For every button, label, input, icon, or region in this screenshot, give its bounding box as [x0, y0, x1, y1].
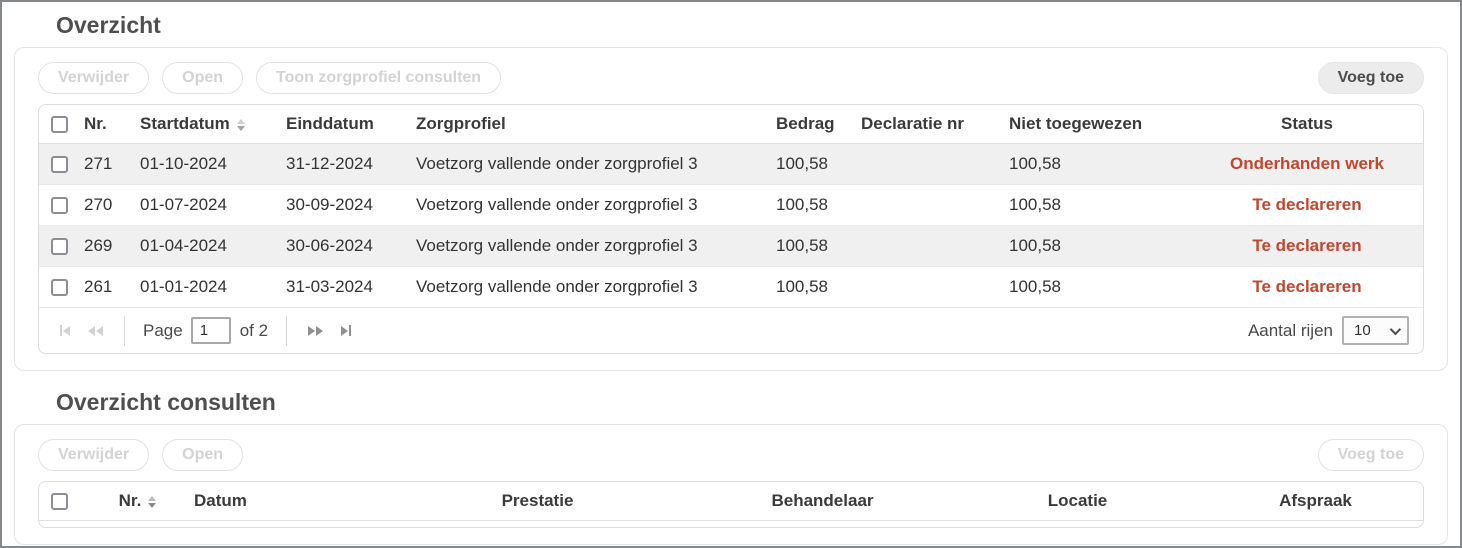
pager-divider [286, 315, 288, 346]
page-title-overzicht: Overzicht [56, 12, 161, 38]
overzicht-consulten-card: Verwijder Open Voeg toe Nr. Datum Presta… [14, 424, 1448, 545]
pager-divider [124, 315, 125, 346]
header-datum[interactable]: Datum [187, 482, 377, 521]
cell-einddatum: 30-06-2024 [286, 236, 373, 255]
chevron-down-icon [1389, 323, 1402, 335]
cell-declaratie-nr [854, 267, 1002, 308]
cell-niet-toegewezen: 100,58 [1009, 195, 1061, 214]
select-all-checkbox[interactable] [51, 116, 68, 134]
cell-nr: 270 [84, 195, 113, 214]
voeg-toe-button[interactable]: Voeg toe [1317, 62, 1424, 94]
header-zorgprofiel[interactable]: Zorgprofiel [409, 105, 769, 144]
header-select-all[interactable] [39, 482, 87, 521]
cell-startdatum: 01-01-2024 [140, 277, 227, 296]
page-label: Page [143, 320, 183, 340]
open-button[interactable]: Open [162, 62, 244, 94]
cell-einddatum: 31-12-2024 [286, 154, 373, 173]
cell-nr: 271 [84, 154, 113, 173]
last-page-icon[interactable] [341, 325, 352, 336]
first-page-icon[interactable] [60, 325, 70, 336]
select-all-checkbox[interactable] [51, 493, 68, 511]
rows-per-page-select[interactable]: 10 [1342, 316, 1409, 345]
consulten-grid: Nr. Datum Prestatie Behandelaar Locatie … [38, 481, 1424, 528]
cell-startdatum: 01-07-2024 [140, 195, 227, 214]
row-checkbox[interactable] [51, 279, 68, 297]
cell-bedrag: 100,58 [776, 277, 828, 296]
overzicht-card: Verwijder Open Toon zorgprofiel consulte… [14, 47, 1448, 371]
row-checkbox[interactable] [51, 156, 68, 174]
cell-niet-toegewezen: 100,58 [1009, 236, 1061, 255]
header-locatie[interactable]: Locatie [947, 482, 1207, 521]
header-status[interactable]: Status [1190, 105, 1423, 144]
header-einddatum[interactable]: Einddatum [279, 105, 409, 144]
table-header-row: Nr. Startdatum Einddatum Zorgprofiel Bed… [39, 105, 1423, 144]
cell-einddatum: 31-03-2024 [286, 277, 373, 296]
header-afspraak[interactable]: Afspraak [1207, 482, 1423, 521]
header-niet-toegewezen[interactable]: Niet toegewezen [1002, 105, 1190, 144]
cell-zorgprofiel: Voetzorg vallende onder zorgprofiel 3 [416, 195, 698, 214]
cell-zorgprofiel: Voetzorg vallende onder zorgprofiel 3 [416, 236, 698, 255]
cell-zorgprofiel: Voetzorg vallende onder zorgprofiel 3 [416, 154, 698, 173]
overzicht-table: Nr. Startdatum Einddatum Zorgprofiel Bed… [39, 105, 1423, 308]
empty-table-body [39, 521, 1423, 527]
table-row[interactable]: 271 01-10-2024 31-12-2024 Voetzorg valle… [39, 143, 1423, 185]
page-number-input[interactable] [190, 317, 231, 344]
cell-bedrag: 100,58 [776, 236, 828, 255]
cell-bedrag: 100,58 [776, 154, 828, 173]
previous-page-icon[interactable] [88, 325, 103, 336]
header-nr[interactable]: Nr. [87, 482, 187, 521]
status-badge: Onderhanden werk [1230, 154, 1384, 173]
consulten-table: Nr. Datum Prestatie Behandelaar Locatie … [39, 482, 1423, 521]
cell-einddatum: 30-09-2024 [286, 195, 373, 214]
header-prestatie[interactable]: Prestatie [377, 482, 697, 521]
cell-niet-toegewezen: 100,58 [1009, 154, 1061, 173]
rows-per-page-label: Aantal rijen [1247, 320, 1333, 340]
table-header-row: Nr. Datum Prestatie Behandelaar Locatie … [39, 482, 1423, 521]
header-select-all[interactable] [39, 105, 77, 144]
overzicht-grid: Nr. Startdatum Einddatum Zorgprofiel Bed… [38, 104, 1424, 354]
table-row[interactable]: 270 01-07-2024 30-09-2024 Voetzorg valle… [39, 185, 1423, 226]
header-startdatum[interactable]: Startdatum [133, 105, 279, 144]
table-row[interactable]: 261 01-01-2024 31-03-2024 Voetzorg valle… [39, 267, 1423, 308]
table-row[interactable]: 269 01-04-2024 30-06-2024 Voetzorg valle… [39, 225, 1423, 267]
status-badge: Te declareren [1252, 195, 1362, 214]
page-of-label: of 2 [239, 320, 269, 340]
status-badge: Te declareren [1252, 277, 1362, 296]
cell-declaratie-nr [854, 185, 1002, 226]
overzicht-toolbar: Verwijder Open Toon zorgprofiel consulte… [38, 62, 1424, 94]
sort-icon[interactable] [148, 495, 157, 508]
cell-declaratie-nr [854, 144, 1002, 185]
consulten-verwijder-button[interactable]: Verwijder [38, 439, 150, 471]
next-page-icon[interactable] [308, 325, 324, 336]
cell-startdatum: 01-10-2024 [140, 154, 227, 173]
header-declaratie-nr[interactable]: Declaratie nr [854, 105, 1002, 144]
header-nr[interactable]: Nr. [77, 105, 133, 144]
toon-zorgprofiel-consulten-button[interactable]: Toon zorgprofiel consulten [256, 62, 502, 94]
header-bedrag[interactable]: Bedrag [769, 105, 854, 144]
page-title-overzicht-consulten: Overzicht consulten [56, 389, 276, 415]
cell-startdatum: 01-04-2024 [140, 236, 227, 255]
consulten-toolbar: Verwijder Open Voeg toe [38, 439, 1424, 471]
cell-bedrag: 100,58 [776, 195, 828, 214]
header-behandelaar[interactable]: Behandelaar [697, 482, 947, 521]
cell-niet-toegewezen: 100,58 [1009, 277, 1061, 296]
status-badge: Te declareren [1252, 236, 1362, 255]
rows-per-page-value: 10 [1354, 322, 1371, 339]
verwijder-button[interactable]: Verwijder [38, 62, 150, 94]
consulten-open-button[interactable]: Open [162, 439, 244, 471]
row-checkbox[interactable] [51, 197, 68, 215]
cell-nr: 261 [84, 277, 113, 296]
sort-icon[interactable] [236, 118, 245, 131]
pager: Page of 2 Aantal rijen 10 [39, 308, 1423, 353]
cell-declaratie-nr [854, 226, 1002, 267]
cell-zorgprofiel: Voetzorg vallende onder zorgprofiel 3 [416, 277, 698, 296]
consulten-voeg-toe-button[interactable]: Voeg toe [1317, 439, 1424, 471]
cell-nr: 269 [84, 236, 113, 255]
row-checkbox[interactable] [51, 238, 68, 256]
